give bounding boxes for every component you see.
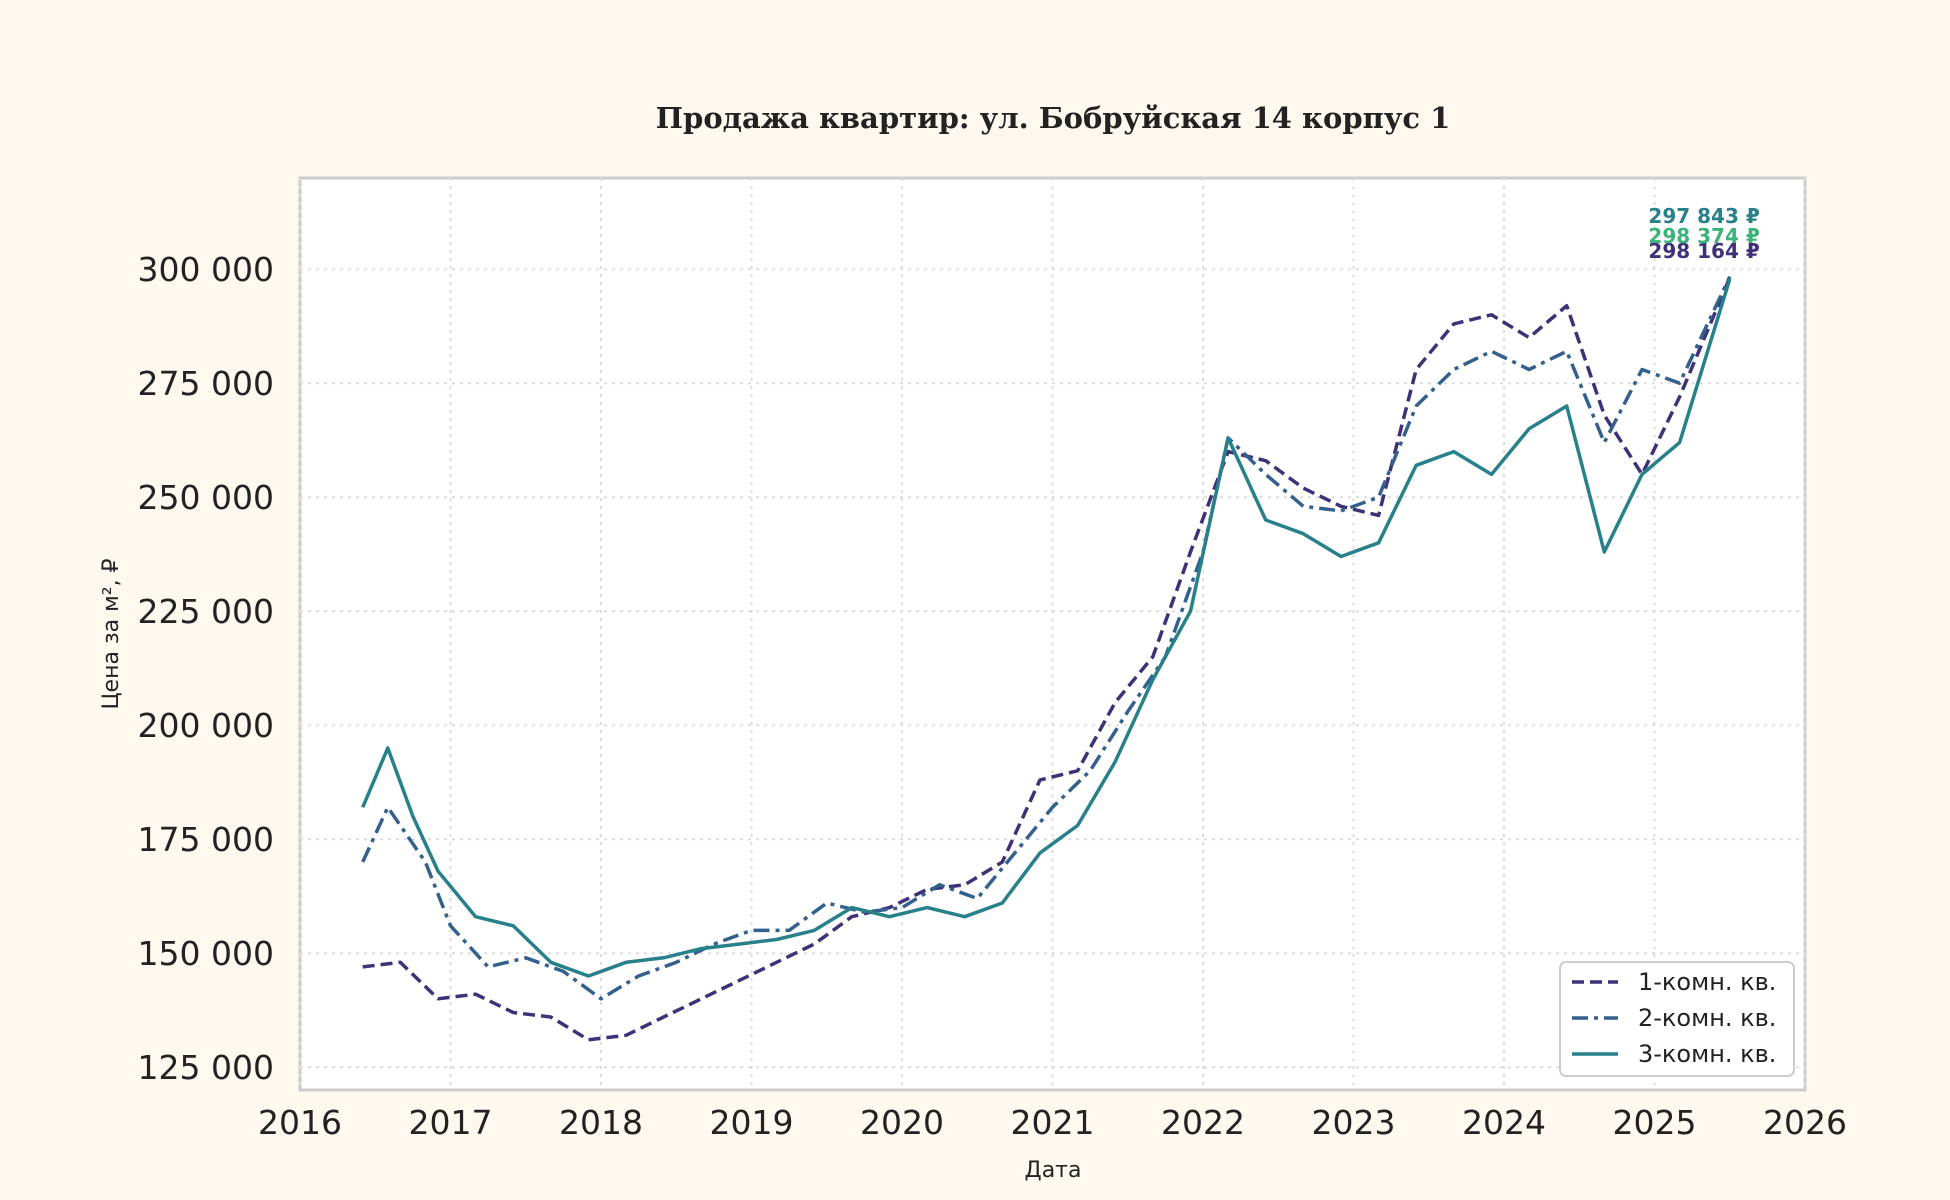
x-tick-label: 2016 bbox=[258, 1103, 342, 1142]
legend-label-3: 3-комн. кв. bbox=[1638, 1040, 1776, 1068]
series-end-label: 298 164 ₽ bbox=[1648, 239, 1759, 263]
x-tick-label: 2018 bbox=[559, 1103, 643, 1142]
y-tick-label: 150 000 bbox=[138, 934, 274, 973]
y-tick-label: 125 000 bbox=[138, 1048, 274, 1087]
x-axis-label: Дата bbox=[1025, 1158, 1082, 1183]
y-tick-label: 300 000 bbox=[138, 250, 274, 289]
series-line-3 bbox=[361, 278, 1732, 978]
grid-lines bbox=[299, 178, 1806, 1090]
legend-label-2: 2-комн. кв. bbox=[1638, 1004, 1776, 1032]
x-tick-label: 2022 bbox=[1161, 1103, 1245, 1142]
y-tick-label: 225 000 bbox=[138, 592, 274, 631]
x-tick-label: 2025 bbox=[1613, 1103, 1697, 1142]
y-tick-label: 250 000 bbox=[138, 478, 274, 517]
x-tick-label: 2017 bbox=[409, 1103, 493, 1142]
x-tick-label: 2023 bbox=[1312, 1103, 1396, 1142]
series-line-1 bbox=[362, 276, 1732, 1042]
series-end-label: 298 374 ₽ bbox=[1648, 224, 1759, 248]
y-tick-label: 200 000 bbox=[138, 706, 274, 745]
end-labels: 298 164 ₽298 374 ₽297 843 ₽ bbox=[1648, 204, 1759, 263]
x-axis-ticks: 2016 2017 2018 2019 2020 2021 2022 2023 2024 2025… bbox=[258, 1103, 1847, 1142]
x-tick-label: 2026 bbox=[1763, 1103, 1847, 1142]
series-lines bbox=[361, 275, 1732, 1042]
x-tick-label: 2019 bbox=[710, 1103, 794, 1142]
legend-box bbox=[1559, 961, 1795, 1077]
x-tick-label: 2024 bbox=[1462, 1103, 1546, 1142]
x-tick-label: 2020 bbox=[860, 1103, 944, 1142]
chart-title: Продажа квартир: ул. Бобруйская 14 корпу… bbox=[656, 101, 1451, 135]
x-tick-label: 2021 bbox=[1011, 1103, 1095, 1142]
legend: 1-комн. кв. 2-комн. кв. 3-комн. кв. bbox=[1559, 961, 1795, 1077]
y-tick-label: 275 000 bbox=[138, 364, 274, 403]
series-line-2 bbox=[361, 275, 1732, 1001]
legend-label-1: 1-комн. кв. bbox=[1638, 968, 1776, 996]
y-axis-label: Цена за м², ₽ bbox=[99, 558, 124, 709]
y-tick-label: 175 000 bbox=[138, 820, 274, 859]
series-end-label: 297 843 ₽ bbox=[1648, 204, 1759, 228]
y-axis-ticks: 125 000 150 000 175 000 200 000 225 000 250 0… bbox=[138, 250, 274, 1087]
